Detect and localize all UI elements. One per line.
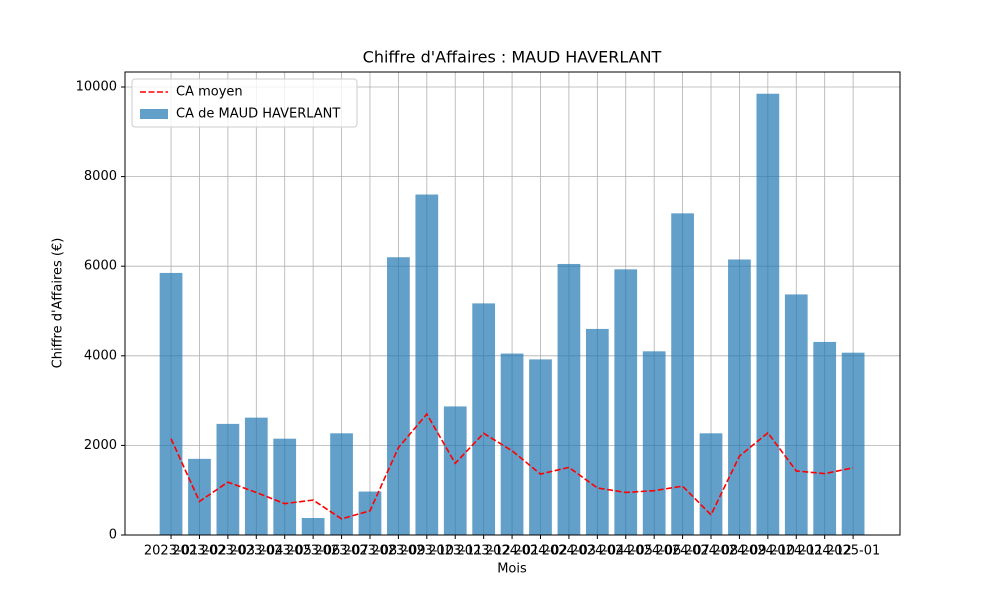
bar	[330, 433, 353, 535]
legend-box	[131, 78, 358, 128]
x-tick-label: 2024-01	[485, 544, 539, 559]
x-tick-label: 2023-06	[286, 544, 340, 559]
bar	[387, 257, 410, 535]
x-tick-label: 2023-11	[428, 544, 482, 559]
bar	[415, 194, 439, 535]
bar	[244, 417, 268, 535]
x-tick-label: 2023-07	[314, 544, 368, 559]
bar	[671, 213, 694, 535]
x-tick-label: 2023-09	[371, 544, 425, 559]
bar	[642, 351, 666, 535]
x-tick-label: 2024-08	[684, 544, 738, 559]
legend-label: CA de MAUD HAVERLANT	[176, 107, 340, 122]
y-tick-label: 8000	[84, 169, 117, 184]
y-tick-label: 4000	[84, 348, 117, 363]
x-tick-label: 2024-07	[655, 544, 709, 559]
x-axis-label: Mois	[497, 562, 527, 577]
x-tick-label: 2023-04	[229, 544, 283, 559]
bar	[301, 517, 325, 535]
x-tick-label: 2024-05	[599, 544, 653, 559]
bar	[500, 353, 524, 535]
x-tick-label: 2023-10	[400, 544, 454, 559]
x-tick-label: 2023-05	[258, 544, 312, 559]
x-tick-label: 2024-02	[513, 544, 567, 559]
bar	[159, 272, 183, 535]
x-tick-label: 2024-11	[769, 544, 823, 559]
line	[170, 412, 854, 520]
x-tick-label: 2024-09	[712, 544, 766, 559]
bar	[472, 303, 496, 535]
bar	[557, 263, 581, 535]
bar	[273, 438, 297, 535]
y-tick-label: 6000	[84, 259, 117, 274]
bar	[216, 423, 240, 535]
x-tick-label: 2023-03	[201, 544, 255, 559]
bar	[614, 269, 638, 535]
y-tick-label: 2000	[84, 438, 117, 453]
x-tick-label: 2024-10	[741, 544, 795, 559]
bar	[784, 294, 808, 535]
x-tick-label: 2024-03	[542, 544, 596, 559]
bar	[529, 359, 552, 535]
bar	[443, 406, 467, 535]
x-tick-label: 2023-08	[343, 544, 397, 559]
x-tick-label: 2023-12	[456, 544, 510, 559]
x-tick-label: 2024-12	[798, 544, 852, 559]
bar	[358, 491, 382, 535]
plot-frame	[124, 71, 901, 536]
x-tick-label: 2025-01	[826, 544, 880, 559]
x-tick-label: 2023-02	[172, 544, 226, 559]
bar	[699, 433, 723, 535]
bar	[756, 93, 780, 535]
y-axis-label: Chiffre d'Affaires (€)	[51, 238, 66, 369]
bar	[585, 328, 609, 535]
legend-label: CA moyen	[176, 85, 243, 100]
x-tick-label: 2024-06	[627, 544, 681, 559]
legend-swatch	[140, 109, 168, 119]
bar	[188, 458, 211, 535]
chart-title: Chiffre d'Affaires : MAUD HAVERLANT	[363, 48, 662, 67]
bar	[841, 352, 865, 535]
bar	[728, 259, 751, 535]
x-tick-label: 2024-04	[570, 544, 624, 559]
y-tick-label: 0	[109, 528, 117, 543]
y-tick-label: 10000	[76, 80, 117, 95]
bar	[813, 341, 837, 535]
x-tick-label: 2023-01	[144, 544, 198, 559]
